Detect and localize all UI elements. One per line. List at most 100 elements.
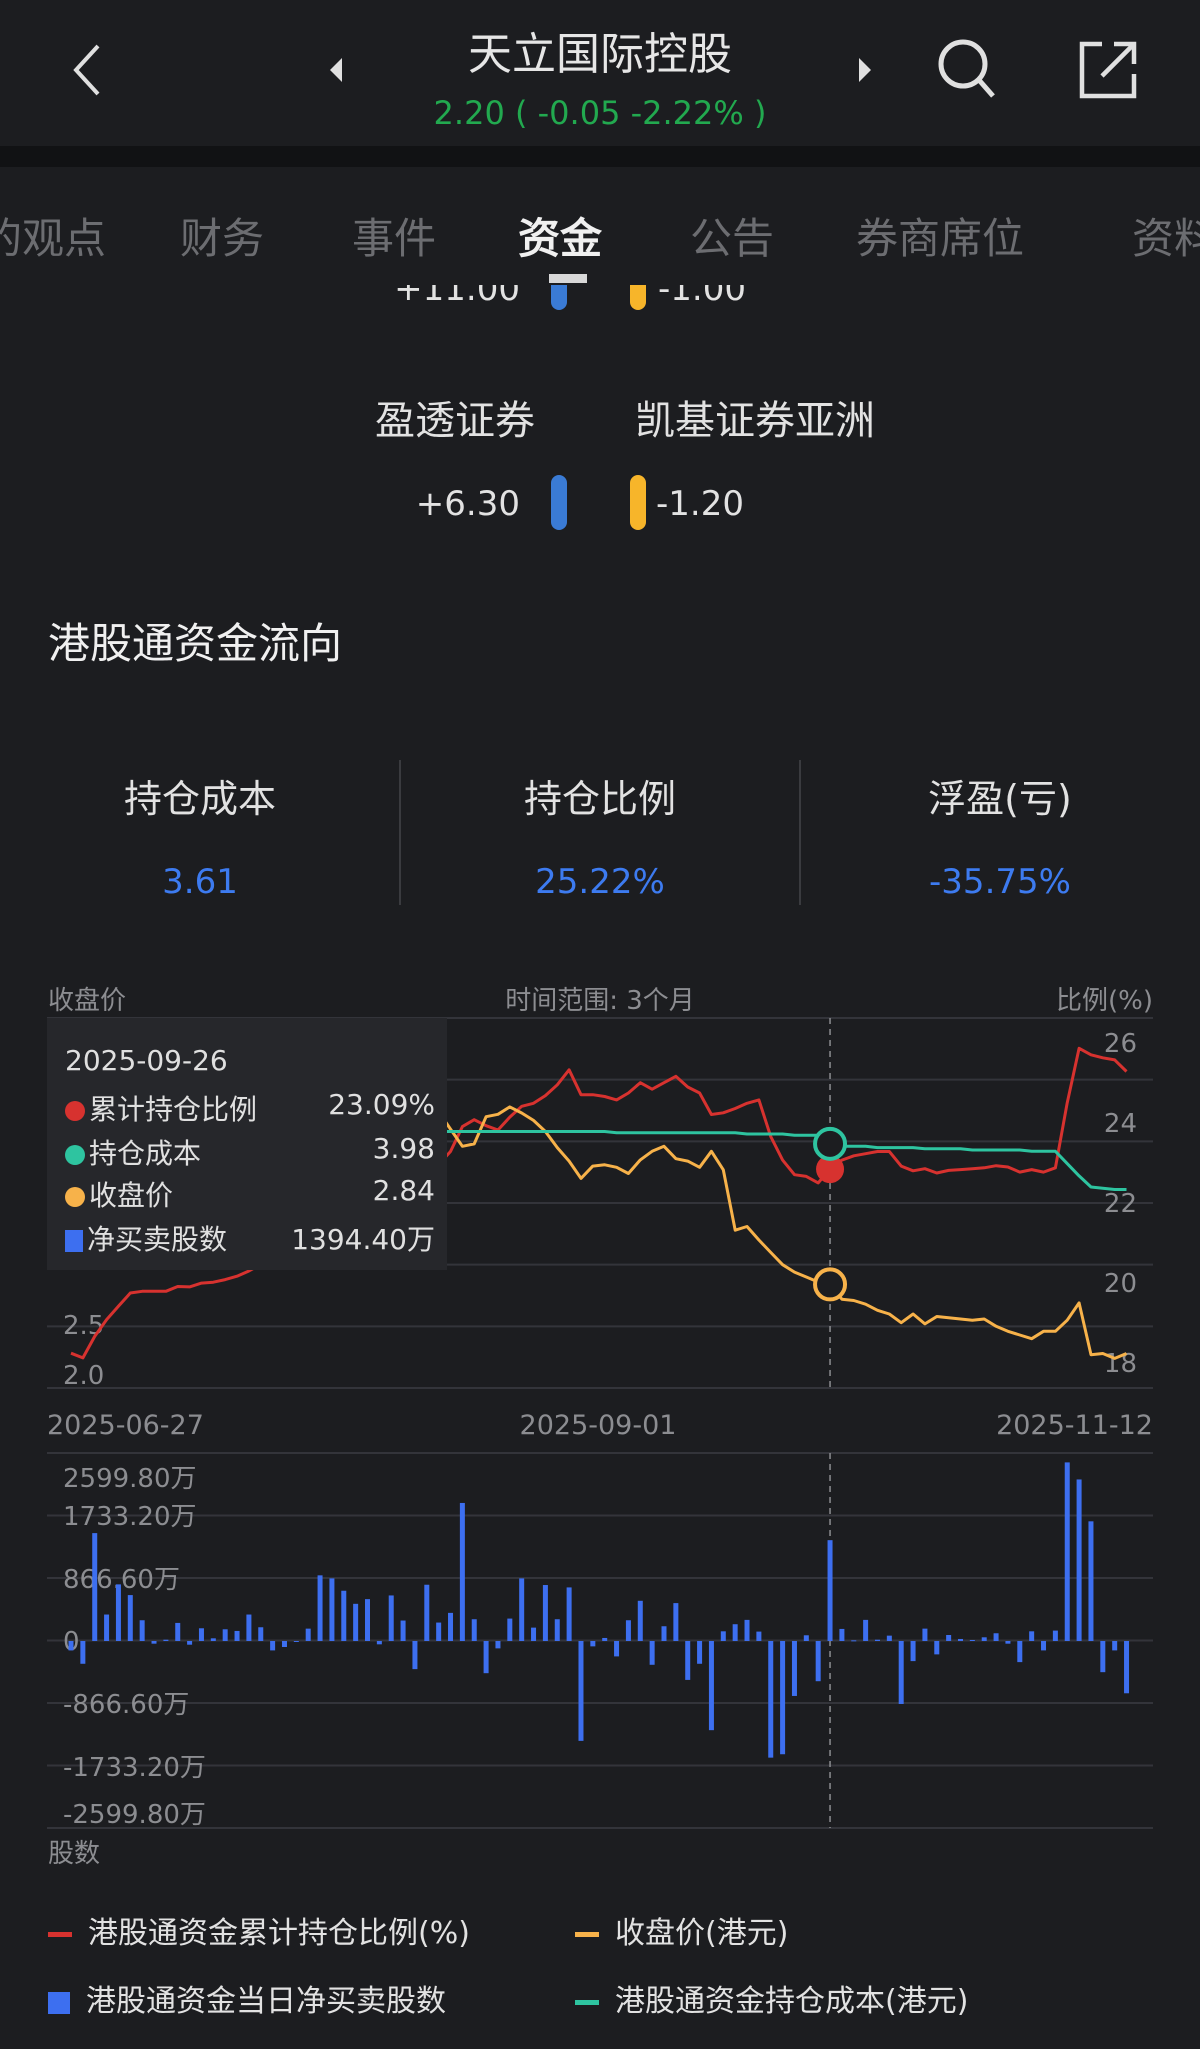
broker-buy-value: +6.30 <box>415 484 520 524</box>
stat-value-ratio: 25.22% <box>535 862 665 902</box>
net-buy-bar <box>1017 1641 1023 1663</box>
broker-buy-name: 盈透证券 <box>375 398 535 444</box>
net-buy-bar <box>317 1575 323 1641</box>
right-axis-title: 比例(%) <box>1056 986 1153 1016</box>
broker-row-partial: +11.00 -1.00 <box>0 285 1200 315</box>
x-axis-label: 2025-09-01 <box>520 1410 677 1441</box>
net-buy-bar <box>412 1641 418 1670</box>
share-icon[interactable] <box>1078 38 1140 102</box>
broker-buy-value: +11.00 <box>394 285 520 309</box>
tooltip-label: 累计持仓比例 <box>89 1093 258 1126</box>
series-line-2 <box>438 1130 1127 1191</box>
tab-events[interactable]: 事件 <box>352 214 437 263</box>
stat-label-pnl: 浮盈(亏) <box>928 777 1072 821</box>
net-buy-bar <box>732 1624 738 1641</box>
legend-item-price[interactable]: 收盘价(港元) <box>575 1908 788 1952</box>
tab-finance[interactable]: 财务 <box>180 214 265 263</box>
net-buy-bar <box>151 1641 157 1644</box>
top-nav-bar <box>0 0 1200 146</box>
bar-axis-tick: -866.60万 <box>63 1690 189 1720</box>
net-buy-bar <box>222 1629 228 1641</box>
bar-axis-tick: 1733.20万 <box>63 1502 197 1532</box>
net-buy-bar <box>744 1619 750 1641</box>
prev-stock-icon[interactable] <box>328 56 346 84</box>
net-buy-bar <box>329 1578 335 1641</box>
next-stock-icon[interactable] <box>855 56 873 84</box>
right-axis-tick: 22 <box>1104 1189 1137 1219</box>
net-buy-bar <box>958 1638 963 1641</box>
tab-profile[interactable]: 资料 <box>1132 214 1200 263</box>
legend-label: 港股通资金累计持仓比例(%) <box>88 1916 470 1951</box>
bar-axis-title: 股数 <box>48 1839 100 1869</box>
tab-announcements[interactable]: 公告 <box>690 214 775 263</box>
tooltip-date: 2025-09-26 <box>65 1044 228 1077</box>
tooltip-row-cost: 持仓成本 3.98 <box>65 1132 435 1172</box>
net-buy-bar <box>234 1630 240 1641</box>
net-buy-bar <box>827 1540 833 1641</box>
bar-axis-tick: -2599.80万 <box>63 1800 206 1830</box>
net-buy-bar <box>791 1641 797 1696</box>
right-axis-tick: 26 <box>1104 1029 1137 1059</box>
tab-funds[interactable]: 资金 <box>518 214 603 263</box>
net-buy-bar <box>365 1599 370 1641</box>
net-buy-bar <box>246 1614 252 1641</box>
net-buy-bar <box>934 1641 940 1655</box>
blue-square-icon <box>48 1991 70 2014</box>
net-buy-bar <box>388 1595 394 1641</box>
tab-viewpoint[interactable]: 的观点 <box>0 214 107 263</box>
net-buy-bar <box>115 1584 121 1641</box>
net-buy-bar <box>637 1600 643 1641</box>
net-buy-bar <box>910 1641 916 1662</box>
net-buy-bar <box>542 1585 548 1641</box>
selected-cost-marker <box>813 1126 848 1161</box>
stat-divider <box>399 760 401 905</box>
tooltip-label: 净买卖股数 <box>87 1223 228 1256</box>
legend-label: 港股通资金当日净买卖股数 <box>86 1984 446 2019</box>
net-buy-bar <box>127 1595 133 1641</box>
net-buy-bar <box>602 1637 608 1641</box>
stat-label-ratio: 持仓比例 <box>523 777 676 821</box>
net-buy-bar <box>851 1640 857 1642</box>
tab-broker-seats[interactable]: 券商席位 <box>856 214 1025 263</box>
active-tab-indicator <box>549 274 587 283</box>
net-buy-bar <box>353 1603 359 1641</box>
net-buy-bar <box>993 1633 999 1641</box>
selected-ratio-marker <box>816 1155 845 1184</box>
right-axis-tick: 18 <box>1104 1349 1137 1379</box>
left-axis-title: 收盘价 <box>48 986 127 1016</box>
net-buy-bar <box>768 1641 774 1758</box>
stat-value-cost: 3.61 <box>162 862 238 902</box>
net-buy-bar <box>163 1639 169 1641</box>
net-buy-bar <box>436 1622 442 1641</box>
bar-axis-tick: 866.60万 <box>63 1565 180 1595</box>
net-buy-bar <box>685 1641 691 1680</box>
back-icon[interactable] <box>68 40 108 100</box>
net-buy-bar <box>1064 1462 1070 1641</box>
tooltip-label: 持仓成本 <box>89 1137 202 1170</box>
time-range-selector[interactable]: 时间范围: 3个月 <box>505 986 695 1016</box>
search-icon[interactable] <box>935 36 999 100</box>
net-buy-bar <box>554 1619 560 1641</box>
net-buy-bar <box>566 1587 572 1641</box>
net-buy-bar <box>1052 1630 1058 1641</box>
legend-item-net[interactable]: 港股通资金当日净买卖股数 <box>48 1976 446 2020</box>
legend-item-ratio[interactable]: 港股通资金累计持仓比例(%) <box>48 1908 470 1952</box>
tooltip-row-ratio: 累计持仓比例 23.09% <box>65 1088 435 1128</box>
sell-bar <box>630 285 646 310</box>
tooltip-label: 收盘价 <box>89 1179 174 1212</box>
net-buy-bar <box>270 1641 276 1651</box>
legend-item-cost[interactable]: 港股通资金持仓成本(港元) <box>575 1976 968 2020</box>
net-buy-bar <box>874 1639 880 1641</box>
sell-bar <box>630 475 646 530</box>
section-title: 港股通资金流向 <box>48 619 343 668</box>
series-line-1 <box>437 1105 1128 1360</box>
net-buy-bar <box>495 1641 501 1649</box>
net-buy-bar <box>531 1627 537 1641</box>
net-buy-bar <box>305 1628 311 1641</box>
bar-axis-tick: -1733.20万 <box>63 1753 206 1783</box>
net-buy-bar <box>519 1578 525 1641</box>
stock-quote: 2.20 ( -0.05 -2.22% ) <box>433 94 767 132</box>
tooltip-value: 2.84 <box>372 1174 435 1207</box>
net-buy-bar <box>969 1639 975 1641</box>
